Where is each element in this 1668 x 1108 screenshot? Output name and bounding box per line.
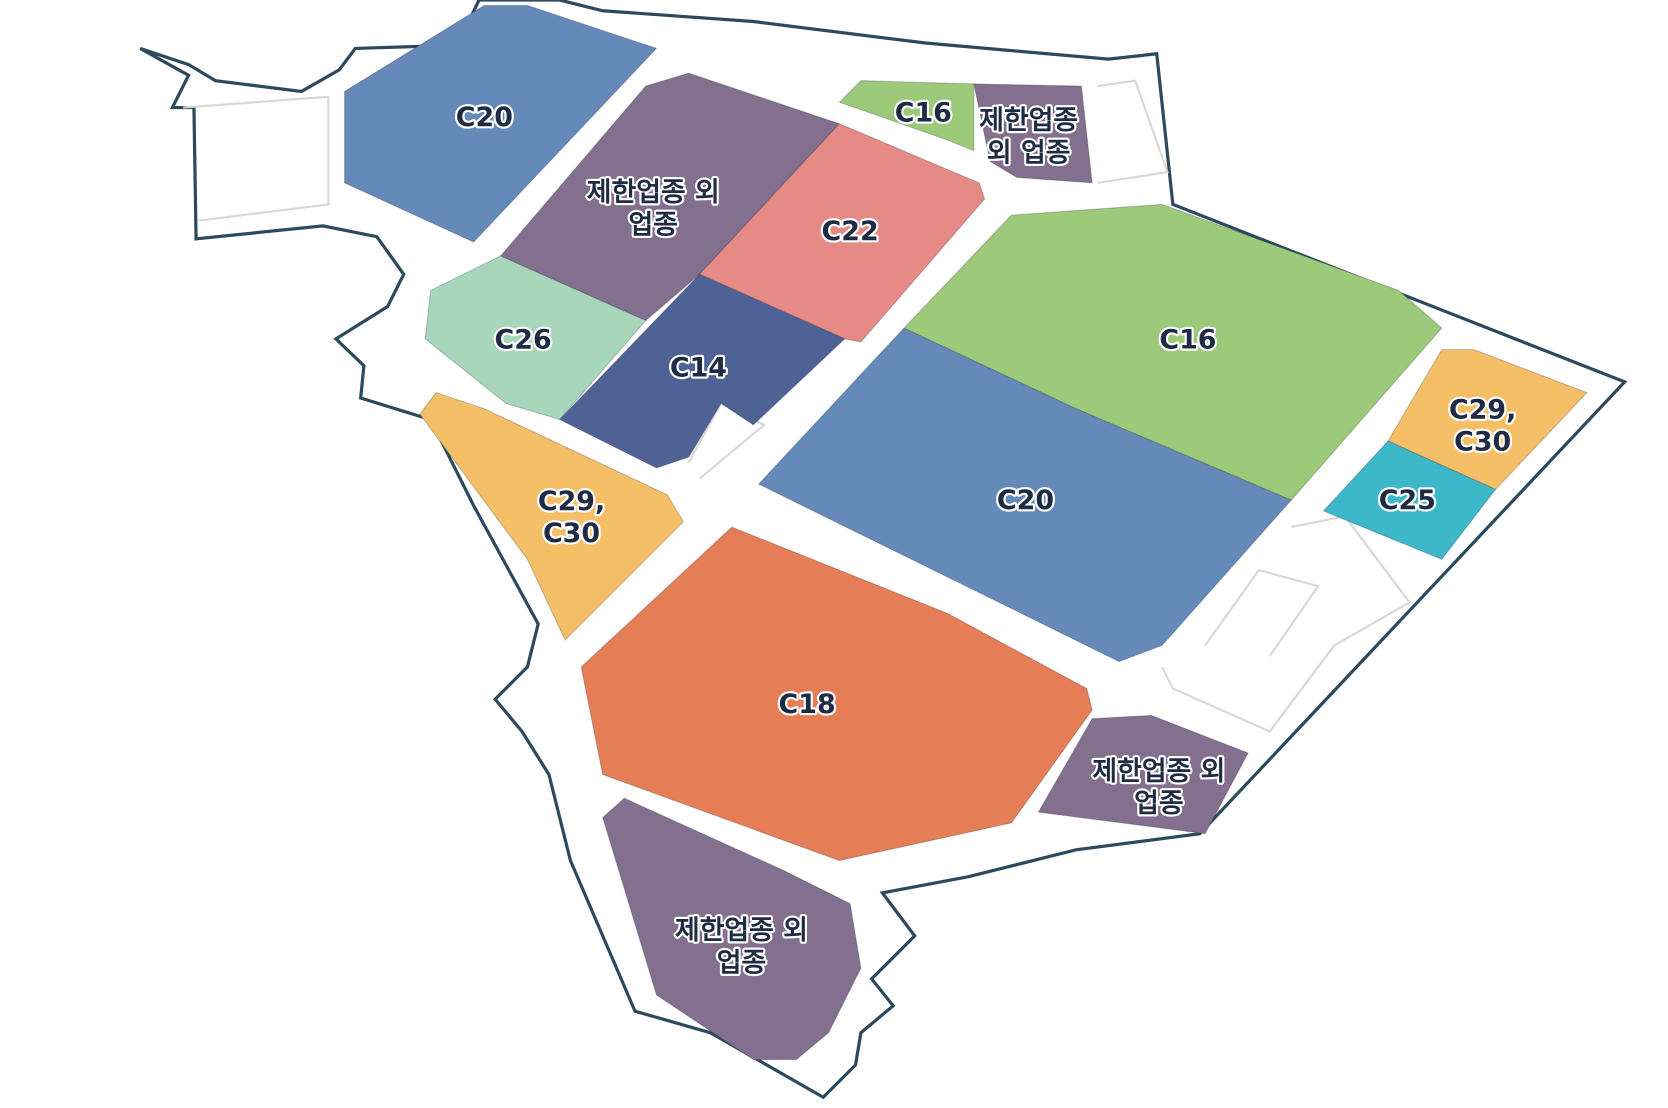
zone-label: C22 bbox=[822, 216, 879, 247]
zone bbox=[419, 392, 685, 641]
zone-label: C29, bbox=[1449, 394, 1516, 425]
zone-label: C20 bbox=[456, 102, 513, 133]
zone bbox=[344, 4, 658, 243]
zone-label: 업종 bbox=[1134, 788, 1183, 819]
zone-label: C29, bbox=[538, 486, 605, 517]
zone-label: C30 bbox=[543, 518, 600, 549]
zone-label: 외 업종 bbox=[987, 137, 1071, 168]
zone-label: 제한업종 외 bbox=[1092, 756, 1225, 787]
zone-label: 제한업종 외 bbox=[587, 177, 720, 208]
zone bbox=[757, 327, 1293, 663]
zone-label: C20 bbox=[997, 485, 1054, 516]
zone bbox=[903, 203, 1443, 501]
zone bbox=[558, 273, 846, 469]
zone-label: C25 bbox=[1379, 485, 1436, 516]
zone-label: C18 bbox=[779, 689, 836, 720]
zone-label: 제한업종 외 bbox=[675, 915, 808, 946]
zone bbox=[424, 255, 647, 421]
zone-label: C14 bbox=[670, 353, 727, 384]
zone bbox=[1037, 714, 1249, 835]
zone-label: 제한업종 bbox=[979, 105, 1078, 136]
zone bbox=[1387, 349, 1588, 491]
zone-label: C16 bbox=[895, 98, 952, 129]
zone-label: C16 bbox=[1159, 325, 1216, 356]
zone-label: C26 bbox=[495, 325, 552, 356]
zone-label: 업종 bbox=[717, 947, 766, 978]
zone-label: 업종 bbox=[629, 209, 678, 240]
zone bbox=[580, 526, 1093, 862]
zone bbox=[602, 797, 862, 1061]
zones bbox=[344, 4, 1588, 1061]
zone bbox=[973, 83, 1093, 184]
zone bbox=[1322, 440, 1497, 561]
zone-label: C30 bbox=[1454, 427, 1511, 458]
zone bbox=[838, 80, 975, 152]
